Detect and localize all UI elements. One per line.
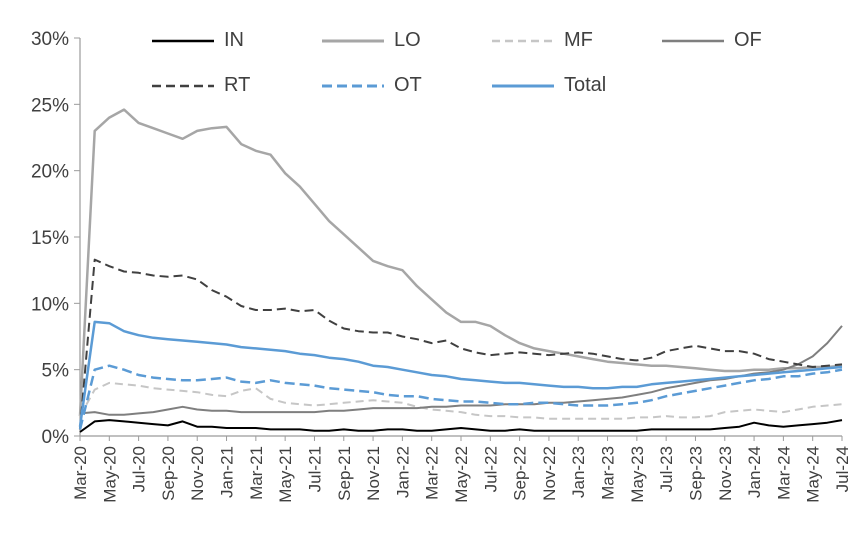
legend-item-lo: LO (322, 29, 492, 52)
series-line-ot (78, 364, 843, 430)
x-tick-label: Mar-23 (599, 446, 618, 500)
x-tick-label: Mar-22 (423, 446, 442, 500)
legend-line-sample-ot (322, 84, 384, 87)
series-line-lo (78, 108, 843, 417)
x-tick-label: Jan-21 (218, 446, 237, 498)
legend-label-in: IN (224, 29, 244, 51)
x-tick-label: Sep-22 (511, 446, 530, 501)
x-tick-label: May-23 (628, 446, 647, 503)
y-tick-label: 25% (31, 95, 69, 116)
x-tick-label: May-21 (276, 446, 295, 503)
y-tick-label: 15% (31, 228, 69, 249)
x-tick-label: Jul-24 (833, 446, 852, 492)
x-tick-label: Jul-20 (130, 446, 149, 492)
legend-line-sample-rt (152, 84, 214, 87)
legend-item-ot: OT (322, 74, 492, 97)
legend-item-of: OF (662, 29, 832, 52)
x-tick-label: Sep-23 (686, 446, 705, 501)
x-tick-label: Jan-24 (745, 446, 764, 498)
legend-item-mf: MF (492, 29, 662, 52)
legend-line-sample-total (492, 84, 554, 87)
series-line-of (79, 325, 843, 416)
x-tick-label: May-24 (804, 446, 823, 503)
legend-item-rt: RT (152, 74, 322, 97)
y-tick-label: 10% (31, 294, 69, 315)
x-tick-label: Jul-21 (305, 446, 324, 492)
x-tick-label: May-20 (100, 446, 119, 503)
x-tick-label: Sep-21 (335, 446, 354, 501)
x-tick-label: Nov-23 (716, 446, 735, 501)
legend-label-lo: LO (394, 29, 421, 51)
legend-line-sample-of (662, 39, 724, 42)
x-tick-label: Jan-22 (393, 446, 412, 498)
x-tick-label: Mar-20 (71, 446, 90, 500)
legend-line-sample-in (152, 39, 214, 42)
legend-row: IN LO MF OF (152, 18, 832, 63)
legend-label-mf: MF (564, 29, 593, 51)
legend-line-sample-lo (322, 39, 384, 42)
x-tick-label: Nov-22 (540, 446, 559, 501)
x-tick-label: Mar-24 (774, 446, 793, 500)
series-line-in (79, 419, 843, 433)
chart-legend: IN LO MF OF RT OT Total (152, 18, 832, 108)
x-tick-label: May-22 (452, 446, 471, 503)
x-tick-label: Jul-22 (481, 446, 500, 492)
legend-label-total: Total (564, 74, 607, 96)
x-tick-label: Jul-23 (657, 446, 676, 492)
legend-item-total: Total (492, 74, 662, 97)
x-tick-label: Sep-20 (159, 446, 178, 501)
legend-row: RT OT Total (152, 63, 832, 108)
series-line-mf (79, 381, 843, 420)
series-line-total (78, 320, 843, 427)
legend-item-in: IN (152, 29, 322, 52)
y-tick-label: 20% (31, 162, 69, 183)
legend-label-of: OF (734, 29, 762, 51)
x-tick-label: Nov-20 (188, 446, 207, 501)
x-tick-label: Nov-21 (364, 446, 383, 501)
series-line-rt (79, 258, 843, 430)
y-tick-label: 30% (31, 29, 69, 50)
x-tick-label: Mar-21 (247, 446, 266, 500)
x-tick-label: Jan-23 (569, 446, 588, 498)
y-tick-label: 0% (42, 427, 70, 448)
legend-line-sample-mf (492, 39, 554, 42)
legend-label-rt: RT (224, 74, 251, 96)
legend-label-ot: OT (394, 74, 422, 96)
y-tick-label: 5% (42, 361, 70, 382)
